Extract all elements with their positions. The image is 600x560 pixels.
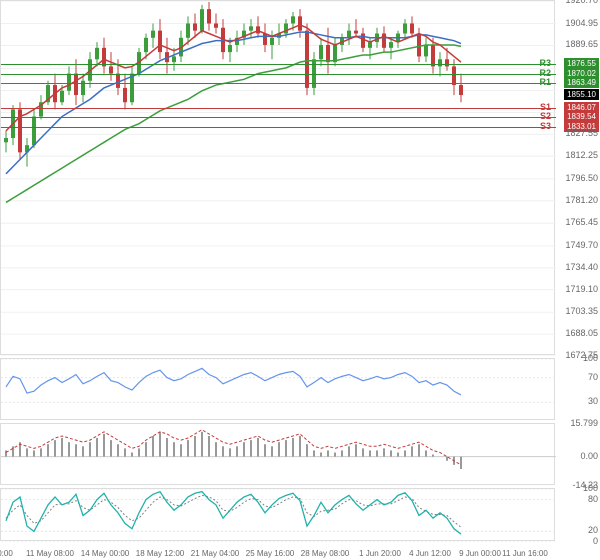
x-tick-label: 0:00 [0,549,13,558]
stoch-tick: 100 [583,483,598,493]
x-tick-label: 28 May 08:00 [301,549,349,558]
rsi-tick: 100 [583,353,598,363]
rsi-svg [1,359,556,421]
x-tick-label: 4 Jun 12:00 [409,549,451,558]
y-tick-label: 1688.05 [565,328,598,338]
stoch-tick: 80 [588,494,598,504]
y-tick-label: 1749.70 [565,240,598,250]
level-label-r1: R1 [539,77,551,87]
x-tick-label: 11 May 08:00 [26,549,74,558]
macd-y-axis: -14.230.0015.799 [555,423,600,485]
y-tick-label: 1796.50 [565,173,598,183]
y-tick-label: 1904.95 [565,18,598,28]
macd-tick: 0.00 [580,451,598,461]
y-tick-label: 1827.55 [565,128,598,138]
x-tick-label: 18 May 12:00 [136,549,184,558]
stoch-tick: 20 [588,525,598,535]
y-tick-label: 1889.65 [565,39,598,49]
level-line-s2 [1,117,556,118]
main-y-axis: 1672.751688.051703.351719.101734.401749.… [555,0,600,355]
stoch-panel[interactable] [0,488,555,541]
y-tick-label: 1920.70 [565,0,598,5]
x-axis: 0:00 11 May 08:00 14 May 00:00 18 May 12:00… [0,542,555,560]
chart-container: R31876.55R21870.02R11863.49S11846.07S218… [0,0,600,560]
macd-tick: 15.799 [570,418,598,428]
x-tick-label: 14 May 00:00 [81,549,129,558]
y-tick-label: 1812.25 [565,150,598,160]
price-chart-svg [1,1,556,356]
x-tick-label: 9 Jun 00:00 [459,549,501,558]
x-tick-label: 1 Jun 20:00 [359,549,401,558]
rsi-tick: 30 [588,396,598,406]
stoch-tick: 0 [593,536,598,546]
rsi-y-axis: 3070100 [555,358,600,420]
x-tick-label: 25 May 16:00 [246,549,294,558]
y-tick-label: 1703.35 [565,306,598,316]
level-line-r3 [1,64,556,65]
y-tick-label: 1765.45 [565,217,598,227]
y-tick-label: 1781.20 [565,195,598,205]
rsi-tick: 70 [588,372,598,382]
level-label-s3: S3 [540,121,551,131]
stoch-y-axis: 02080100 [555,488,600,541]
macd-svg [1,424,556,486]
y-tick-label: 1734.40 [565,262,598,272]
main-price-panel[interactable]: R31876.55R21870.02R11863.49S11846.07S218… [0,0,555,355]
macd-panel[interactable] [0,423,555,485]
level-line-r1 [1,83,556,84]
level-line-r2 [1,74,556,75]
level-line-s3 [1,127,556,128]
x-tick-label: 11 Jun 16:00 [502,549,548,558]
rsi-panel[interactable] [0,358,555,420]
y-tick-label: 1719.10 [565,284,598,294]
stoch-svg [1,489,556,542]
x-tick-label: 21 May 04:00 [191,549,239,558]
level-line-s1 [1,108,556,109]
